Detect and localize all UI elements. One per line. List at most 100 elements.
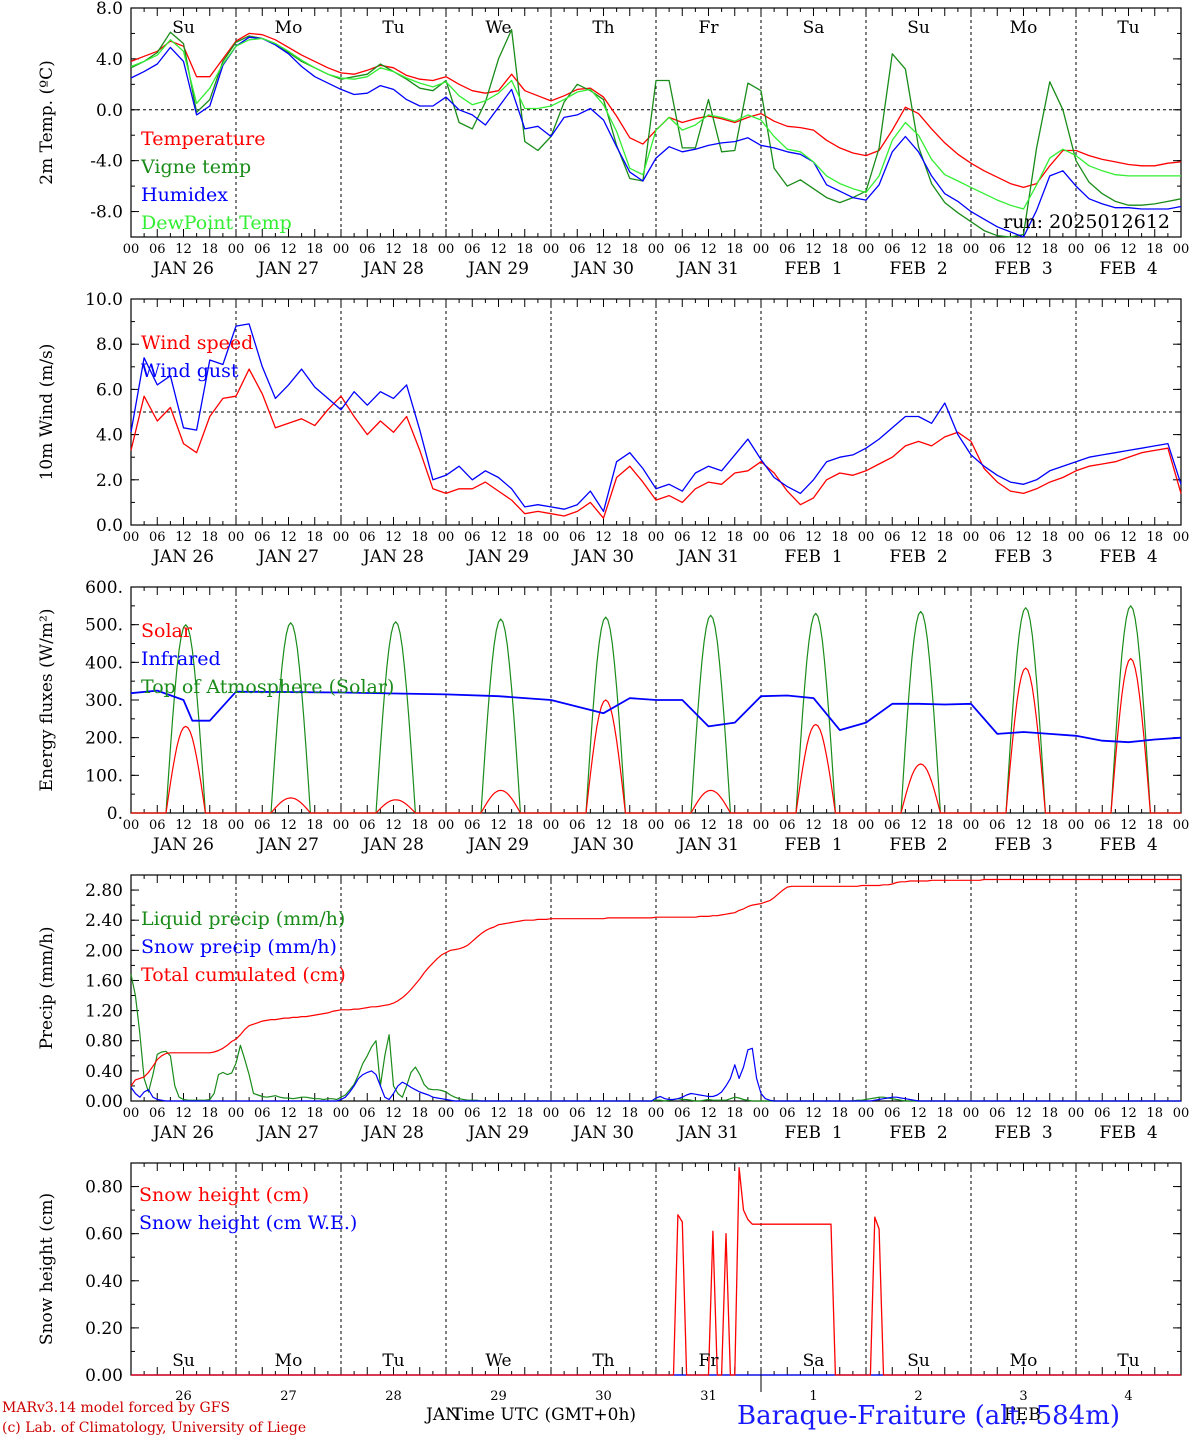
hour-label: 12 <box>910 242 927 257</box>
hour-label: 18 <box>411 1106 428 1121</box>
hour-label: 18 <box>516 242 533 257</box>
ytick-label: 400. <box>85 653 123 673</box>
hour-label: 00 <box>543 1106 560 1121</box>
weekday-label: Th <box>592 18 614 38</box>
hour-label: 12 <box>595 1106 612 1121</box>
date-label: FEB 1 <box>784 547 842 567</box>
hour-label: 06 <box>569 1106 586 1121</box>
hour-label: 18 <box>201 1106 218 1121</box>
hour-label: 18 <box>516 818 533 833</box>
date-label: JAN 27 <box>256 259 319 279</box>
date-label: FEB 1 <box>784 259 842 279</box>
hour-label: 00 <box>648 818 665 833</box>
ytick-label: 2.00 <box>85 941 123 961</box>
hour-label: 18 <box>831 1106 848 1121</box>
hour-label: 06 <box>359 242 376 257</box>
hour-label: 06 <box>674 242 691 257</box>
run-annotation: run: 2025012612 <box>1003 211 1170 233</box>
hour-label: 06 <box>149 818 166 833</box>
ytick-label: -4.0 <box>90 152 123 172</box>
legend-entry: Humidex <box>141 184 228 206</box>
hour-label: 12 <box>1015 530 1032 545</box>
hour-label: 00 <box>228 242 245 257</box>
hour-label: 18 <box>201 242 218 257</box>
series-line <box>130 368 1182 519</box>
date-label: FEB 4 <box>1099 835 1157 855</box>
date-label: JAN 31 <box>676 259 739 279</box>
panel-2: 10.0 8.0 6.0 4.0 2.0 0.0 10m Wind (m/s) Wind sp… <box>37 290 1189 567</box>
hour-label: 00 <box>963 530 980 545</box>
hour-label: 12 <box>700 818 717 833</box>
hour-label: 00 <box>1173 818 1190 833</box>
ytick-label: 0.80 <box>85 1178 123 1198</box>
ytick-label: 2.80 <box>85 881 123 901</box>
date-label: JAN 30 <box>571 259 634 279</box>
hour-label: 00 <box>648 242 665 257</box>
hour-label: 00 <box>858 818 875 833</box>
weekday-label: Mo <box>275 1351 303 1371</box>
hour-label: 12 <box>490 242 507 257</box>
weekday-label: Fr <box>699 18 720 38</box>
date-label: JAN 27 <box>256 1123 319 1143</box>
xaxis-title: Time UTC (GMT+0h) <box>452 1405 637 1425</box>
date-label: FEB 2 <box>889 259 947 279</box>
hour-label: 06 <box>464 818 481 833</box>
hour-label: 12 <box>805 242 822 257</box>
hour-label: 18 <box>411 242 428 257</box>
legend-entry: Snow height (cm) <box>139 1184 309 1206</box>
hour-label: 06 <box>884 530 901 545</box>
hour-label: 12 <box>175 530 192 545</box>
series-line <box>130 323 1182 513</box>
station-name: Baraque-Fraiture (alt. 584m) <box>737 1401 1121 1431</box>
day-number: 2 <box>914 1389 922 1404</box>
weekday-label: Tu <box>382 18 404 38</box>
hour-label: 06 <box>149 242 166 257</box>
hour-label: 00 <box>1173 530 1190 545</box>
hour-label: 00 <box>1068 530 1085 545</box>
hour-label: 06 <box>674 1106 691 1121</box>
ytick-label: -8.0 <box>90 203 123 223</box>
date-label: JAN 28 <box>361 835 424 855</box>
hour-label: 12 <box>910 530 927 545</box>
hour-label: 18 <box>936 818 953 833</box>
ytick-label: 6.0 <box>96 380 123 400</box>
hour-label: 18 <box>306 242 323 257</box>
hour-label: 12 <box>910 1106 927 1121</box>
hour-label: 12 <box>280 242 297 257</box>
date-label: JAN 29 <box>466 835 529 855</box>
hour-label: 00 <box>1173 1106 1190 1121</box>
hour-label: 12 <box>595 530 612 545</box>
hour-label: 00 <box>333 530 350 545</box>
hour-label: 06 <box>989 1106 1006 1121</box>
hour-label: 00 <box>1173 242 1190 257</box>
legend-entry: DewPoint Temp <box>141 212 292 234</box>
ytick-label: 500. <box>85 616 123 636</box>
date-label: JAN 31 <box>676 547 739 567</box>
hour-label: 18 <box>831 530 848 545</box>
ytick-label: 4.0 <box>96 50 123 70</box>
ytick-label: 300. <box>85 691 123 711</box>
ytick-label: 1.20 <box>85 1002 123 1022</box>
hour-label: 18 <box>726 818 743 833</box>
hour-label: 06 <box>1094 1106 1111 1121</box>
hour-label: 12 <box>1120 242 1137 257</box>
hour-label: 18 <box>411 530 428 545</box>
hour-label: 12 <box>385 818 402 833</box>
ytick-label: 2.0 <box>96 471 123 491</box>
series-line <box>131 657 1181 814</box>
ytick-label: 4.0 <box>96 426 123 446</box>
series-line <box>130 37 1181 210</box>
hour-label: 18 <box>621 1106 638 1121</box>
hour-label: 00 <box>228 1106 245 1121</box>
hour-label: 06 <box>359 818 376 833</box>
weekday-label: Fr <box>699 1351 720 1371</box>
hour-label: 06 <box>1094 818 1111 833</box>
weekday-label: We <box>485 1351 511 1371</box>
ytick-label: 200. <box>85 729 123 749</box>
hour-label: 00 <box>333 242 350 257</box>
hour-label: 12 <box>175 818 192 833</box>
panel-1: 8.0 4.0 0.0 -4.0 -8.0 2m Temp. (ºC) Su Mo Tu We Th… <box>37 0 1189 279</box>
hour-label: 18 <box>1041 530 1058 545</box>
ytick-label: 0.00 <box>85 1366 123 1386</box>
hour-label: 18 <box>936 1106 953 1121</box>
